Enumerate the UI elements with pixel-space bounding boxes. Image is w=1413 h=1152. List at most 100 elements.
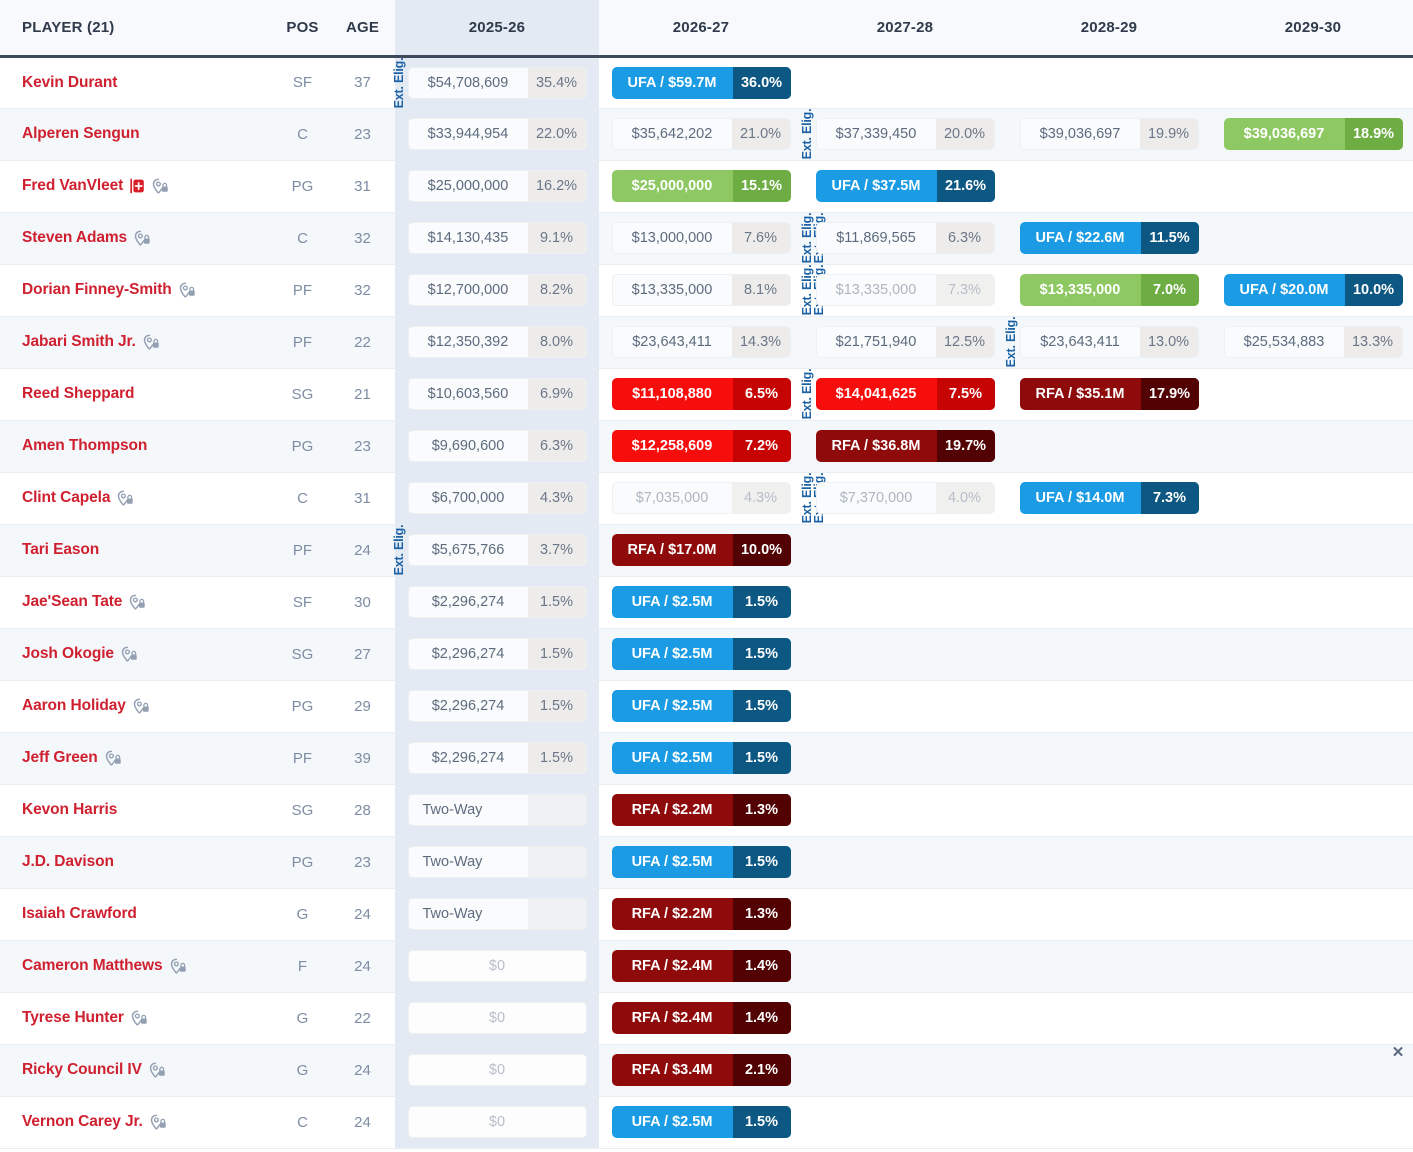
player-name-link[interactable]: Kevin Durant xyxy=(22,73,118,91)
salary-pill[interactable]: UFA / $2.5M 1.5% xyxy=(611,638,791,670)
salary-pill[interactable]: Two-Way xyxy=(407,846,587,878)
salary-pill[interactable]: $39,036,697 19.9% xyxy=(1019,118,1199,150)
salary-pill[interactable]: $0 xyxy=(407,1106,587,1138)
salary-pill[interactable]: $23,643,411 14.3% xyxy=(611,326,791,358)
no-trade-icon[interactable] xyxy=(179,282,196,299)
salary-pill[interactable]: RFA / $36.8M 19.7% xyxy=(815,430,995,462)
salary-pill[interactable]: RFA / $35.1M 17.9% xyxy=(1019,378,1199,410)
salary-pill[interactable]: $10,603,560 6.9% xyxy=(407,378,587,410)
salary-pill[interactable]: RFA / $2.4M 1.4% xyxy=(611,1002,791,1034)
salary-pill[interactable]: UFA / $2.5M 1.5% xyxy=(611,742,791,774)
table-row[interactable]: Fred VanVleet PG 31 $25,000,000 16.2% $25,000… xyxy=(0,160,1413,213)
salary-pill[interactable]: UFA / $37.5M 21.6% xyxy=(815,170,995,202)
salary-pill[interactable]: $54,708,609 35.4% xyxy=(407,66,587,99)
table-row[interactable]: Vernon Carey Jr. C 24 $0 UFA / $2.5M 1.5% xyxy=(0,1096,1413,1149)
no-trade-icon[interactable] xyxy=(150,1114,167,1131)
salary-pill[interactable]: UFA / $59.7M 36.0% xyxy=(611,66,791,99)
table-row[interactable]: Steven Adams C 32 $14,130,435 9.1% $13,000,00… xyxy=(0,212,1413,265)
table-row[interactable]: Kevin Durant SF 37 Ext. Elig. $54,708,609 35.… xyxy=(0,56,1413,109)
salary-pill[interactable]: $0 xyxy=(407,950,587,982)
table-row[interactable]: Clint Capela C 31 $6,700,000 4.3% $7,035,000 4… xyxy=(0,472,1413,525)
salary-pill[interactable]: RFA / $2.2M 1.3% xyxy=(611,794,791,826)
close-icon[interactable]: ✕ xyxy=(1391,1044,1405,1061)
salary-pill[interactable]: $37,339,450 20.0% xyxy=(815,118,995,150)
salary-pill[interactable]: $14,041,625 7.5% xyxy=(815,378,995,410)
table-row[interactable]: Tyrese Hunter G 22 $0 RFA / $2.4M 1.4% xyxy=(0,992,1413,1045)
no-trade-icon[interactable] xyxy=(133,698,150,715)
salary-pill[interactable]: $12,350,392 8.0% xyxy=(407,326,587,358)
table-row[interactable]: Kevon Harris SG 28 Two-Way RFA / $2.2M 1.3% xyxy=(0,784,1413,837)
player-name-link[interactable]: Ricky Council IV xyxy=(22,1061,142,1078)
player-name-link[interactable]: Kevon Harris xyxy=(22,801,118,818)
table-row[interactable]: Jeff Green PF 39 $2,296,274 1.5% UFA / $2.5M 1… xyxy=(0,732,1413,785)
salary-pill[interactable]: $25,534,883 13.3% xyxy=(1223,326,1403,358)
player-name-link[interactable]: Steven Adams xyxy=(22,229,128,246)
no-trade-icon[interactable] xyxy=(117,490,134,507)
player-name-link[interactable]: Tari Eason xyxy=(22,541,100,558)
no-trade-icon[interactable] xyxy=(149,1062,166,1079)
column-header-year-2027-28[interactable]: 2027-28 xyxy=(803,0,1007,58)
salary-pill[interactable]: UFA / $2.5M 1.5% xyxy=(611,846,791,878)
player-name-link[interactable]: Isaiah Crawford xyxy=(22,905,137,922)
player-name-link[interactable]: Jeff Green xyxy=(22,749,98,766)
player-name-link[interactable]: Clint Capela xyxy=(22,489,111,506)
salary-pill[interactable]: $11,108,880 6.5% xyxy=(611,378,791,410)
salary-pill[interactable]: $13,000,000 7.6% xyxy=(611,222,791,254)
player-name-link[interactable]: Alperen Sengun xyxy=(22,125,140,142)
no-trade-icon[interactable] xyxy=(129,594,146,611)
column-header-player[interactable]: PLAYER (21) xyxy=(0,0,275,58)
table-row[interactable]: Dorian Finney-Smith PF 32 $12,700,000 8.2% $1… xyxy=(0,264,1413,317)
table-row[interactable]: J.D. Davison PG 23 Two-Way UFA / $2.5M 1.5% xyxy=(0,836,1413,889)
salary-pill[interactable]: RFA / $3.4M 2.1% xyxy=(611,1054,791,1086)
salary-pill[interactable]: $2,296,274 1.5% xyxy=(407,690,587,722)
salary-pill[interactable]: $23,643,411 13.0% xyxy=(1019,326,1199,358)
salary-pill[interactable]: UFA / $2.5M 1.5% xyxy=(611,1106,791,1138)
salary-pill[interactable]: Two-Way xyxy=(407,898,587,930)
table-row[interactable]: Aaron Holiday PG 29 $2,296,274 1.5% UFA / $2.… xyxy=(0,680,1413,733)
player-name-link[interactable]: Vernon Carey Jr. xyxy=(22,1113,143,1130)
salary-pill[interactable]: $25,000,000 15.1% xyxy=(611,170,791,202)
salary-pill[interactable]: UFA / $2.5M 1.5% xyxy=(611,586,791,618)
column-header-year-2029-30[interactable]: 2029-30 xyxy=(1211,0,1413,58)
player-name-link[interactable]: Jabari Smith Jr. xyxy=(22,333,136,350)
salary-pill[interactable]: $9,690,600 6.3% xyxy=(407,430,587,462)
salary-pill[interactable]: UFA / $20.0M 10.0% xyxy=(1223,274,1403,306)
column-header-year-2028-29[interactable]: 2028-29 xyxy=(1007,0,1211,58)
salary-pill[interactable]: $14,130,435 9.1% xyxy=(407,222,587,254)
salary-pill[interactable]: $39,036,697 18.9% xyxy=(1223,118,1403,150)
player-name-link[interactable]: J.D. Davison xyxy=(22,853,114,870)
salary-pill[interactable]: $5,675,766 3.7% xyxy=(407,534,587,566)
column-header-year-2026-27[interactable]: 2026-27 xyxy=(599,0,803,58)
player-name-link[interactable]: Amen Thompson xyxy=(22,437,148,454)
no-trade-icon[interactable] xyxy=(152,178,169,195)
player-name-link[interactable]: Fred VanVleet xyxy=(22,177,124,194)
salary-pill[interactable]: $7,370,000 4.0% xyxy=(815,482,995,514)
salary-pill[interactable]: UFA / $2.5M 1.5% xyxy=(611,690,791,722)
table-row[interactable]: Tari Eason PF 24 Ext. Elig. $5,675,766 3.7% RF… xyxy=(0,524,1413,577)
salary-pill[interactable]: $13,335,000 7.3% xyxy=(815,274,995,306)
column-header-age[interactable]: AGE xyxy=(330,0,395,58)
player-name-link[interactable]: Dorian Finney-Smith xyxy=(22,281,172,298)
player-name-link[interactable]: Cameron Matthews xyxy=(22,957,163,974)
player-name-link[interactable]: Reed Sheppard xyxy=(22,385,135,402)
player-name-link[interactable]: Aaron Holiday xyxy=(22,697,126,714)
no-trade-icon[interactable] xyxy=(134,230,151,247)
salary-pill[interactable]: $12,700,000 8.2% xyxy=(407,274,587,306)
player-name-link[interactable]: Jae'Sean Tate xyxy=(22,593,123,610)
salary-pill[interactable]: $7,035,000 4.3% xyxy=(611,482,791,514)
table-row[interactable]: Ricky Council IV G 24 $0 RFA / $3.4M 2.1% xyxy=(0,1044,1413,1097)
salary-pill[interactable]: RFA / $2.4M 1.4% xyxy=(611,950,791,982)
table-row[interactable]: Alperen Sengun C 23 $33,944,954 22.0% $35,642… xyxy=(0,108,1413,161)
no-trade-icon[interactable] xyxy=(105,750,122,767)
salary-pill[interactable]: $2,296,274 1.5% xyxy=(407,586,587,618)
salary-pill[interactable]: $0 xyxy=(407,1054,587,1086)
column-header-pos[interactable]: POS xyxy=(275,0,330,58)
salary-pill[interactable]: Two-Way xyxy=(407,794,587,826)
table-row[interactable]: Amen Thompson PG 23 $9,690,600 6.3% $12,258,6… xyxy=(0,420,1413,473)
salary-pill[interactable]: $13,335,000 8.1% xyxy=(611,274,791,306)
salary-pill[interactable]: RFA / $2.2M 1.3% xyxy=(611,898,791,930)
salary-pill[interactable]: UFA / $14.0M 7.3% xyxy=(1019,482,1199,514)
salary-pill[interactable]: $13,335,000 7.0% xyxy=(1019,274,1199,306)
injury-icon[interactable] xyxy=(130,178,145,194)
salary-pill[interactable]: $11,869,565 6.3% xyxy=(815,222,995,254)
